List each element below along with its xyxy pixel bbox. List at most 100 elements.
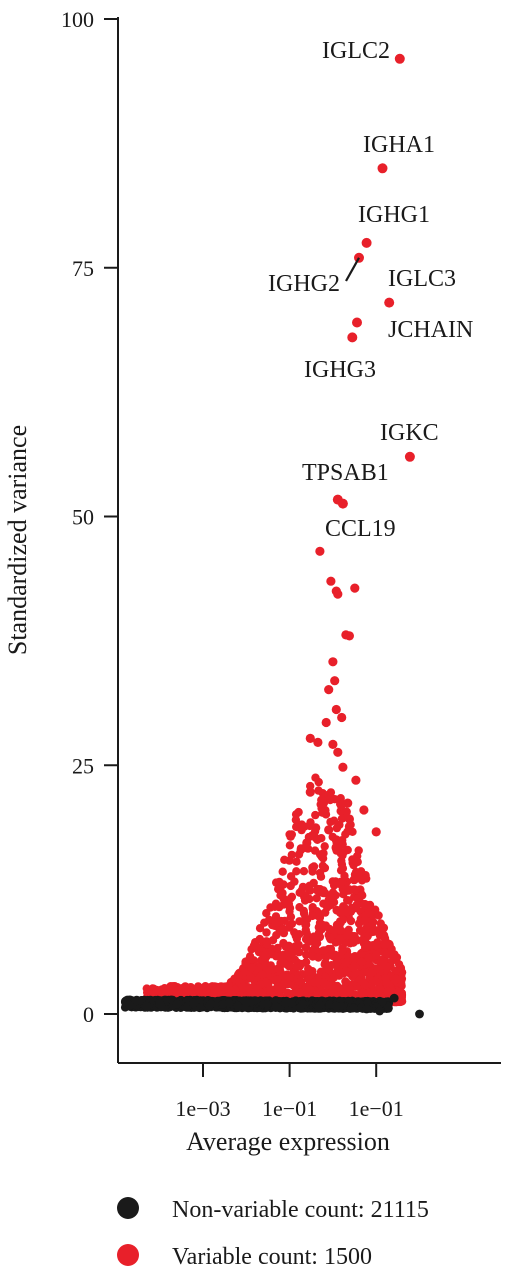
variable-point	[326, 793, 336, 803]
variable-point	[331, 704, 341, 715]
y-tick-label: 25	[72, 753, 94, 778]
variable-cloud-dot	[314, 953, 323, 962]
variable-cloud-dot	[360, 915, 369, 925]
variable-cloud-dot	[340, 871, 349, 881]
variable-cloud-dot	[311, 773, 320, 782]
variable-point	[350, 583, 360, 593]
variable-cloud-dot	[317, 852, 326, 861]
y-tick-label: 0	[83, 1002, 94, 1027]
non-variable-point	[315, 1000, 325, 1010]
variable-cloud-dot	[293, 958, 303, 968]
legend-swatch-non-variable	[117, 1197, 139, 1219]
gene-label: IGLC3	[388, 266, 456, 292]
variable-cloud-dot	[273, 964, 282, 973]
variable-cloud-dot	[271, 912, 281, 921]
variable-cloud-dot	[264, 966, 274, 975]
x-tick-label: 1e−03	[175, 1096, 230, 1121]
variable-cloud-dot	[291, 810, 301, 819]
variable-cloud-dot	[360, 968, 369, 977]
x-tick-label: 1e−01	[349, 1096, 404, 1121]
variable-point	[311, 823, 321, 833]
variable-point	[344, 631, 354, 641]
variable-cloud-dot	[371, 977, 381, 986]
non-variable-point	[206, 999, 216, 1009]
variable-cloud-dot	[338, 851, 347, 860]
gene-label: CCL19	[325, 516, 396, 542]
variable-cloud-dot	[393, 987, 403, 996]
variable-cloud-dot	[286, 894, 295, 903]
variable-cloud-dot	[273, 943, 282, 953]
variable-cloud-dot	[344, 896, 353, 905]
variable-cloud-dot	[352, 900, 361, 910]
variable-cloud-dot	[271, 918, 281, 927]
variable-cloud-dot	[285, 830, 294, 839]
variable-cloud-dot	[341, 977, 350, 986]
variable-cloud-dot	[247, 963, 256, 973]
variable-cloud-dot	[325, 924, 334, 934]
variable-cloud-dot	[280, 855, 289, 864]
variable-cloud-dot	[371, 950, 381, 960]
variable-point	[305, 733, 315, 744]
non-variable-band-dot	[271, 1002, 280, 1011]
ighg2-connector-line	[345, 257, 360, 282]
variable-cloud-dot	[257, 970, 267, 979]
variable-point	[343, 798, 353, 808]
variable-cloud-dot	[357, 949, 366, 958]
variable-cloud-dot	[356, 867, 366, 876]
variable-cloud-dot	[333, 844, 343, 853]
non-variable-point	[189, 998, 198, 1008]
variable-cloud-dot	[364, 953, 373, 962]
variable-cloud-dot	[299, 909, 309, 918]
variable-cloud-dot	[353, 857, 362, 867]
labeled-gene-point	[377, 163, 388, 174]
axes-layer: 0 25 50 75 100 1e−03 1e−01 1e−01 Average express…	[3, 7, 501, 1156]
variable-cloud-dot	[372, 940, 381, 950]
variable-cloud-dot	[270, 902, 280, 911]
variable-cloud-dot	[312, 894, 321, 903]
variable-cloud-dot	[311, 810, 320, 820]
variable-point	[305, 787, 315, 797]
variable-cloud-dot	[312, 939, 322, 948]
variable-cloud-dot	[374, 911, 383, 920]
variable-cloud-dot	[176, 989, 185, 999]
legend-swatch-variable	[117, 1244, 139, 1266]
variable-cloud-dot	[337, 926, 346, 936]
variable-cloud-dot	[285, 907, 294, 916]
variable-point	[344, 814, 354, 824]
variable-cloud-dot	[338, 946, 347, 955]
non-variable-band-dot	[233, 1002, 243, 1011]
variable-cloud-dot	[260, 918, 269, 927]
variable-cloud-dot	[142, 984, 151, 993]
variable-cloud-dot	[278, 867, 287, 876]
y-tick-label: 75	[72, 256, 94, 281]
variable-cloud-dot	[210, 986, 219, 995]
variable-point	[331, 835, 341, 845]
variable-cloud-dot	[319, 946, 328, 955]
variable-cloud-dot	[279, 924, 288, 934]
legend-label: Non-variable count: 21115	[172, 1197, 429, 1223]
variable-cloud-dot	[346, 985, 355, 994]
variable-cloud-dot	[335, 967, 344, 976]
variable-cloud-dot	[343, 931, 352, 940]
variable-cloud-dot	[342, 907, 352, 917]
non-variable-point	[241, 997, 251, 1007]
variable-cloud-dot	[294, 947, 303, 957]
variable-cloud-dot	[341, 958, 350, 968]
non-variable-point	[298, 999, 307, 1009]
variable-point	[338, 762, 348, 772]
variable-cloud-dot	[292, 857, 301, 866]
variable-cloud-dot	[302, 984, 311, 993]
variable-cloud-dot	[280, 959, 289, 968]
variable-point	[326, 576, 336, 586]
variable-cloud-dot	[283, 988, 293, 998]
gene-label: TPSAB1	[302, 460, 389, 486]
variable-cloud-dot	[366, 968, 376, 978]
x-tick-label: 1e−01	[262, 1096, 317, 1121]
labeled-gene-point	[352, 317, 362, 328]
variable-cloud-dot	[249, 941, 259, 950]
variable-cloud-dot	[233, 970, 243, 979]
variable-cloud-dot	[326, 893, 335, 902]
variable-point	[333, 747, 343, 757]
variable-cloud-dot	[317, 834, 326, 843]
